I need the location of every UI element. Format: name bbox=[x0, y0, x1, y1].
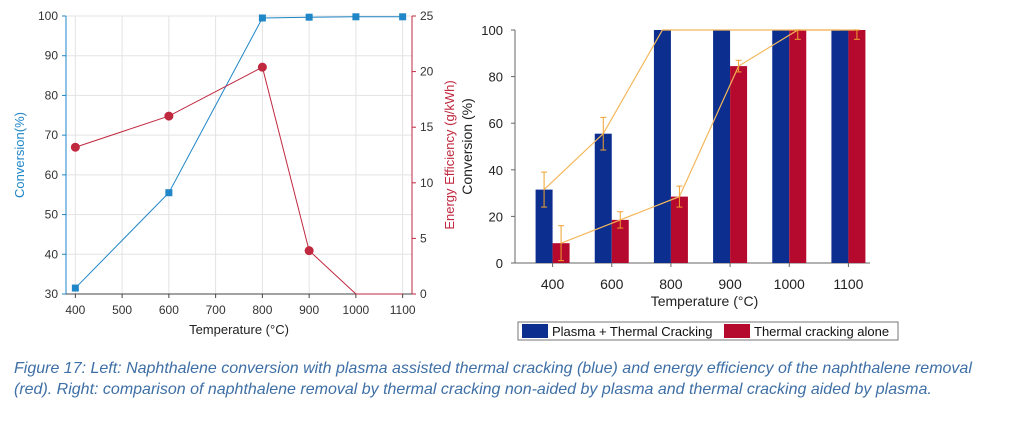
bar-thermal bbox=[848, 30, 866, 263]
conversion-point bbox=[399, 13, 407, 21]
y-tick-label-right: 15 bbox=[420, 120, 434, 134]
x-tick-label: 800 bbox=[659, 276, 683, 292]
y-tick-label: 100 bbox=[481, 23, 503, 38]
conversion-line bbox=[74, 16, 403, 289]
bar-thermal bbox=[611, 219, 629, 263]
x-tick-label: 1100 bbox=[390, 303, 416, 317]
x-tick-label: 500 bbox=[112, 303, 132, 317]
y-tick-label: 20 bbox=[489, 209, 503, 224]
efficiency-point bbox=[164, 111, 174, 121]
bar-plasma bbox=[653, 30, 671, 263]
x-tick-label: 600 bbox=[159, 303, 179, 317]
bar-plasma bbox=[831, 30, 849, 263]
y-tick-label-left: 30 bbox=[45, 287, 59, 301]
bar-thermal bbox=[730, 66, 748, 264]
legend-swatch-plasma bbox=[522, 324, 548, 338]
x-tick-label: 400 bbox=[65, 303, 85, 317]
x-tick-label: 1000 bbox=[343, 303, 370, 317]
y-tick-label: 0 bbox=[496, 256, 503, 271]
efficiency-line bbox=[75, 66, 310, 251]
y-tick-label-right: 25 bbox=[420, 9, 434, 23]
x-tick-label: 900 bbox=[718, 276, 742, 292]
y-tick-label-left: 50 bbox=[45, 208, 59, 222]
y-tick-label-left: 70 bbox=[45, 128, 59, 142]
left-chart: 400 500 600 700 800 900 1000 110030405060708090… bbox=[12, 9, 457, 337]
bar-plasma bbox=[594, 133, 612, 263]
efficiency-point bbox=[70, 142, 80, 152]
y-tick-label-right: 5 bbox=[420, 231, 427, 245]
y-tick-label-left: 90 bbox=[45, 49, 59, 63]
y-axis-title-right: Energy Efficiency (g/kWh) bbox=[442, 80, 457, 229]
figure-caption: Figure 17: Left: Naphthalene conversion … bbox=[14, 360, 972, 398]
conversion-point bbox=[165, 189, 173, 197]
legend-box bbox=[517, 321, 899, 341]
x-tick-label: 1100 bbox=[833, 276, 863, 292]
efficiency-point bbox=[257, 62, 267, 72]
bar-plasma bbox=[772, 30, 790, 263]
y-tick-label: 80 bbox=[489, 70, 503, 85]
right-chart: 0 20 40 60 80 100 Conversion (%) Temperature (°… bbox=[459, 23, 899, 341]
y-tick-label-left: 60 bbox=[45, 168, 59, 182]
x-tick-label: 1000 bbox=[774, 276, 805, 292]
figure: 400 500 600 700 800 900 1000 110030405060708090… bbox=[12, 9, 899, 341]
y-tick-label: 60 bbox=[489, 116, 503, 131]
y-axis-title-left: Conversion(%) bbox=[12, 112, 27, 198]
legend-label-thermal: Thermal cracking alone bbox=[754, 324, 889, 339]
y-axis-title: Conversion (%) bbox=[459, 98, 475, 194]
bar-thermal bbox=[670, 196, 688, 263]
x-tick-label: 900 bbox=[299, 303, 319, 317]
y-tick-label: 40 bbox=[489, 163, 503, 178]
legend-swatch-thermal bbox=[724, 324, 750, 338]
x-axis-title: Temperature (°C) bbox=[651, 293, 759, 309]
bar-plasma bbox=[535, 189, 553, 263]
conversion-point bbox=[258, 14, 266, 22]
y-tick-label-left: 100 bbox=[38, 9, 58, 23]
y-tick-label-left: 80 bbox=[45, 88, 59, 102]
x-tick-label: 700 bbox=[206, 303, 226, 317]
y-tick-label-right: 20 bbox=[420, 65, 434, 79]
efficiency-line bbox=[308, 250, 403, 295]
trend-line-plasma bbox=[543, 29, 840, 191]
y-tick-label-left: 40 bbox=[45, 247, 59, 261]
conversion-point bbox=[305, 13, 313, 21]
y-tick-label-right: 0 bbox=[420, 287, 427, 301]
x-axis-title: Temperature (°C) bbox=[189, 322, 289, 337]
conversion-point bbox=[352, 13, 360, 21]
y-tick-label-right: 10 bbox=[420, 176, 434, 190]
bar-thermal bbox=[789, 30, 807, 263]
trend-line-thermal bbox=[560, 29, 857, 244]
legend-label-plasma: Plasma + Thermal Cracking bbox=[552, 324, 713, 339]
legend: Plasma + Thermal Cracking Thermal crackin… bbox=[517, 321, 899, 341]
bar-plasma bbox=[713, 30, 731, 263]
x-tick-label: 400 bbox=[541, 276, 565, 292]
conversion-point bbox=[71, 284, 79, 292]
x-tick-label: 600 bbox=[600, 276, 624, 292]
x-tick-label: 800 bbox=[252, 303, 272, 317]
